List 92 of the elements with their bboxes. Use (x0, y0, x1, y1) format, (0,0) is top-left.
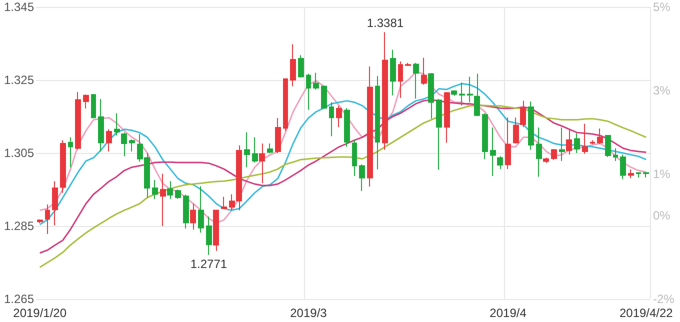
y2-tick-label: 5% (653, 0, 671, 14)
candlestick (382, 32, 388, 150)
candlestick (566, 128, 572, 155)
y2-tick-label: 0% (653, 208, 671, 223)
candlestick (582, 123, 588, 154)
candlestick (129, 138, 135, 152)
candlestick (267, 143, 273, 154)
candlestick (290, 44, 296, 87)
candlestick (152, 180, 158, 200)
candlestick (451, 90, 457, 96)
candlestick (467, 76, 473, 103)
annotation: 1.2771 (190, 256, 228, 271)
candlestick (474, 73, 480, 117)
candlestick (336, 105, 342, 128)
y-tick-label: 1.305 (4, 146, 34, 160)
candlestick (352, 140, 357, 176)
candlestick (198, 186, 204, 234)
candlestick (313, 72, 319, 90)
candlestick (559, 126, 565, 162)
y2-tick-label: 3% (653, 83, 671, 98)
candlestick (574, 132, 580, 154)
x-tick-label: 2019/1/20 (13, 306, 67, 320)
candlestick (613, 148, 618, 162)
candlestick (375, 75, 380, 170)
candlestick (543, 157, 549, 164)
y-tick-label: 1.345 (4, 0, 34, 14)
candlestick (605, 134, 611, 158)
candlestick (160, 173, 166, 226)
candlestick (121, 132, 127, 157)
candlestick (206, 216, 212, 256)
candlestick (60, 140, 66, 194)
candlestick (459, 82, 465, 106)
candlestick (275, 117, 281, 154)
candlestick (183, 194, 189, 230)
candlestick (536, 126, 542, 178)
candlestick (68, 136, 73, 168)
candlestick (37, 218, 43, 224)
candlestick (628, 168, 634, 179)
candlestick (520, 100, 526, 128)
candlestick (505, 117, 511, 170)
y2-tick-label: 1% (653, 166, 671, 181)
candlestick (643, 172, 649, 178)
candlestick (45, 204, 50, 235)
candlestick (428, 72, 434, 120)
candlestick (167, 180, 173, 200)
candlestick (213, 210, 219, 252)
candlestick (497, 156, 503, 170)
candlestick (513, 117, 519, 144)
candlestick (252, 136, 258, 163)
candlestick (321, 86, 327, 109)
candlestick (636, 172, 641, 178)
x-tick-label: 2019/4/22 (619, 306, 674, 320)
y-tick-label: 1.325 (4, 73, 34, 87)
candlestick (367, 66, 373, 188)
candlestick (413, 62, 419, 100)
candlestick (359, 164, 365, 192)
candlestick (490, 126, 496, 176)
candlestick (175, 189, 181, 200)
y-tick-label: 1.285 (4, 219, 34, 233)
candlestick (344, 108, 350, 148)
x-tick-label: 2019/4 (490, 306, 527, 320)
candlestick (620, 154, 626, 180)
candlestick (75, 92, 81, 150)
candlestick (390, 49, 396, 96)
candlestick (283, 78, 288, 132)
candlestick (306, 73, 311, 110)
candlestick (190, 203, 196, 230)
candlestick (597, 128, 603, 144)
candlestick (298, 54, 304, 78)
candlestick (114, 112, 120, 136)
candlestick (329, 102, 334, 137)
candlestick (244, 132, 250, 168)
candlestick (436, 98, 442, 170)
annotation: 1.3381 (366, 16, 404, 30)
candlestick (405, 62, 411, 66)
candlestick (528, 101, 534, 150)
candlestick (91, 94, 96, 118)
candlestick (398, 60, 403, 98)
y2-tick-label: -2% (653, 292, 675, 306)
candlestick (590, 140, 595, 145)
candlestick (98, 98, 104, 152)
candlestick (482, 112, 488, 160)
candlestick (259, 143, 265, 184)
candlestick (421, 57, 427, 86)
candlestick (551, 148, 557, 160)
candlestick (106, 128, 112, 152)
candlestick (221, 196, 227, 209)
candlestick (52, 180, 58, 226)
candlestick (444, 92, 450, 144)
candlestick (83, 94, 89, 109)
x-tick-label: 2019/3 (290, 306, 328, 320)
y-tick-label: 1.265 (4, 292, 34, 306)
